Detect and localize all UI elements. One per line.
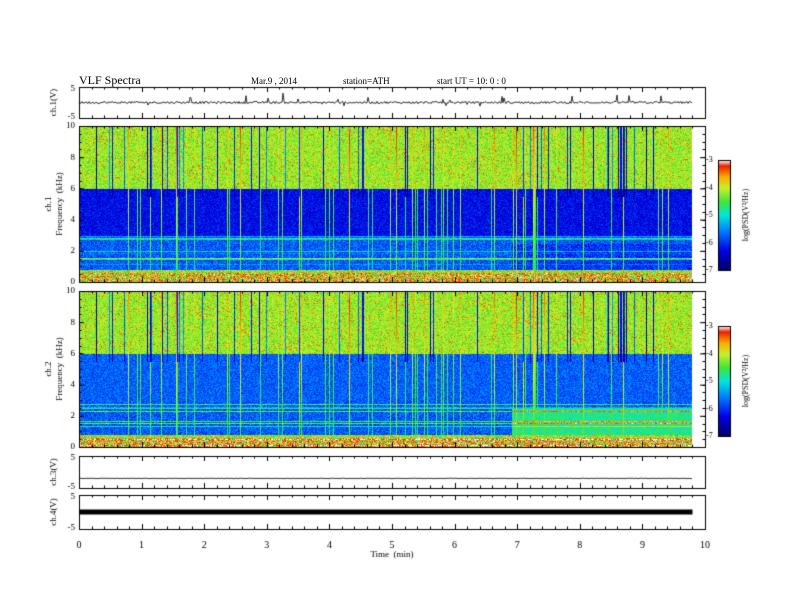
start-time-label: start UT = 10: 0 : 0	[437, 76, 506, 86]
chart-title: VLF Spectra	[79, 73, 141, 87]
date-label: Mar.9 , 2014	[251, 76, 297, 86]
station-label: station=ATH	[343, 76, 390, 86]
